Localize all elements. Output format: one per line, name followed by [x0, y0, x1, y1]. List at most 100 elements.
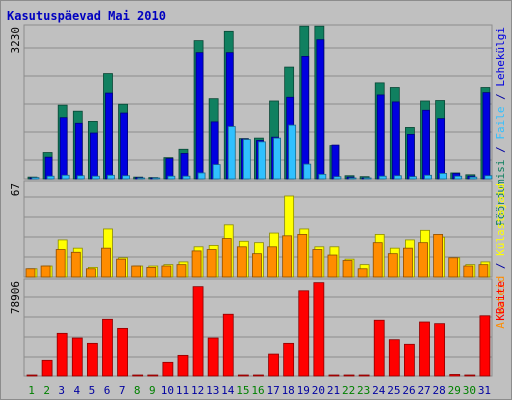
files-bar-31	[484, 175, 492, 179]
visits-bar-24-edge	[372, 242, 383, 278]
legend-label-2-2: /	[494, 256, 507, 276]
files-bar-9	[152, 178, 160, 179]
files-bar-22-edge	[348, 177, 357, 180]
visits-bar-15	[237, 246, 247, 277]
kbytes-bar-11	[177, 355, 188, 376]
files-bar-16	[258, 141, 266, 179]
visits-bar-5-edge	[85, 268, 96, 278]
kbytes-bar-14	[223, 314, 234, 376]
visits-bar-23	[358, 268, 368, 277]
kbytes-bar-22-edge	[343, 374, 355, 377]
kbytes-bar-4-edge	[71, 337, 83, 377]
kbytes-bar-1-edge	[26, 374, 38, 377]
legend-labels-3: KBaite	[494, 281, 507, 321]
files-bar-5-edge	[91, 175, 100, 180]
visits-bar-22	[343, 260, 353, 277]
y-max-label-3: 78906	[9, 281, 22, 314]
visits-bar-26-edge	[403, 247, 413, 278]
files-bar-12-edge	[197, 172, 206, 180]
files-bar-21	[333, 176, 341, 179]
files-bar-7	[122, 175, 130, 179]
x-tick-label-22: 22	[342, 384, 355, 397]
files-bar-28-edge	[439, 173, 448, 180]
visits-bar-27-edge	[418, 242, 428, 278]
visits-bar-16	[252, 253, 262, 277]
x-tick-label-5: 5	[89, 384, 96, 397]
kbytes-bar-3-edge	[56, 332, 68, 377]
visits-bar-24	[373, 242, 383, 277]
visits-bar-18-edge	[282, 235, 293, 278]
x-tick-label-18: 18	[282, 384, 295, 397]
visits-bar-26	[403, 248, 413, 277]
visits-bar-21	[327, 255, 337, 277]
visits-bar-18	[282, 235, 292, 277]
x-tick-label-8: 8	[134, 384, 141, 397]
files-bar-4-edge	[76, 175, 85, 180]
kbytes-bar-23-edge	[358, 374, 370, 377]
x-tick-label-25: 25	[387, 384, 400, 397]
kbytes-bar-29	[449, 374, 460, 376]
legend-label-1-5: Lehekülgi	[494, 27, 507, 87]
visits-bar-16-edge	[252, 253, 262, 278]
pages-bar-25	[392, 101, 400, 179]
visits-bar-4-edge	[70, 251, 81, 278]
kbytes-bar-13-edge	[207, 337, 219, 377]
files-bar-28	[439, 173, 447, 179]
files-bar-13-edge	[212, 164, 221, 180]
kbytes-bar-15	[238, 375, 249, 376]
kbytes-bar-17-edge	[268, 353, 279, 377]
kbytes-bar-16-edge	[253, 374, 264, 377]
kbytes-bar-6-edge	[102, 318, 113, 377]
files-bar-6-edge	[107, 174, 115, 180]
files-bar-20	[318, 174, 326, 179]
pages-bar-10	[165, 158, 173, 179]
files-bar-5	[92, 176, 100, 179]
x-tick-label-10: 10	[161, 384, 174, 397]
files-bar-18	[288, 125, 296, 179]
visits-bar-25-edge	[387, 253, 398, 278]
visits-bar-9	[146, 267, 156, 277]
files-bar-27-edge	[424, 174, 432, 180]
x-tick-label-14: 14	[221, 384, 235, 397]
pages-bar-6	[105, 93, 113, 179]
files-bar-18-edge	[288, 124, 297, 180]
pages-bar-7	[120, 113, 128, 179]
pages-bar-20	[316, 39, 324, 179]
kbytes-bar-17	[268, 354, 279, 376]
visits-bar-8-edge	[131, 265, 142, 278]
kbytes-bar-2-edge	[41, 359, 53, 377]
files-bar-11	[182, 176, 190, 179]
files-bar-8-edge	[137, 177, 146, 180]
visits-bar-30	[463, 266, 473, 277]
files-bar-14	[228, 126, 236, 179]
pages-bar-3	[60, 117, 68, 179]
x-tick-label-15: 15	[236, 384, 249, 397]
kbytes-bar-20	[313, 282, 324, 376]
visits-bar-21-edge	[327, 254, 338, 278]
files-bar-12	[198, 172, 206, 179]
pages-bar-26	[407, 134, 415, 179]
pages-bar-5	[90, 133, 98, 179]
files-bar-22	[349, 178, 357, 179]
visits-bar-1-edge	[25, 268, 36, 278]
visits-bar-13-edge	[206, 249, 217, 278]
visits-bar-19	[297, 234, 307, 277]
files-bar-2	[47, 176, 55, 179]
visits-bar-12	[192, 250, 202, 277]
pages-bar-12	[196, 52, 204, 179]
kbytes-bar-3	[57, 333, 68, 376]
pages-bar-28	[437, 118, 445, 179]
visits-bar-20-edge	[312, 249, 323, 278]
files-bar-31-edge	[484, 175, 493, 180]
kbytes-bar-20-edge	[313, 282, 325, 377]
kbytes-bar-30-edge	[464, 374, 476, 377]
visits-bar-29-edge	[448, 257, 459, 278]
files-bar-17-edge	[273, 137, 281, 180]
pages-bar-4	[75, 123, 83, 179]
pages-bar-21	[331, 145, 339, 179]
kbytes-bar-8	[132, 375, 143, 376]
kbytes-bar-12	[193, 286, 204, 376]
x-tick-label-7: 7	[119, 384, 126, 397]
x-tick-label-3: 3	[58, 384, 65, 397]
